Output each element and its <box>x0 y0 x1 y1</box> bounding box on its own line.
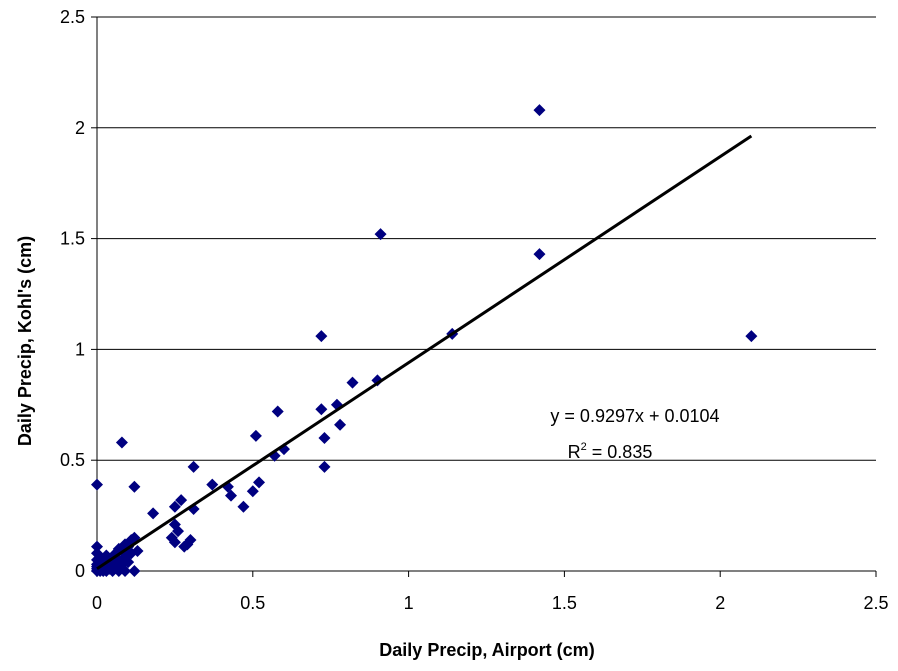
data-point-62 <box>253 476 265 488</box>
data-point-42 <box>128 481 140 493</box>
data-point-40 <box>128 565 140 577</box>
data-point-60 <box>247 485 259 497</box>
data-point-66 <box>315 403 327 415</box>
x-tick-label-3: 1.5 <box>552 593 577 613</box>
gridlines <box>97 17 876 460</box>
r-squared-label: R2 = 0.835 <box>568 441 653 462</box>
y-tick-label-2: 1 <box>75 339 85 359</box>
y-tick-label-1: 0.5 <box>60 450 85 470</box>
data-point-44 <box>147 507 159 519</box>
data-point-6 <box>91 541 103 553</box>
data-point-32 <box>116 436 128 448</box>
data-point-61 <box>250 430 262 442</box>
axes <box>91 17 876 577</box>
x-tick-label-4: 2 <box>715 593 725 613</box>
y-tick-label-0: 0 <box>75 561 85 581</box>
trendline-equation: y = 0.9297x + 0.0104 <box>550 406 719 426</box>
x-tick-label-1: 0.5 <box>240 593 265 613</box>
data-point-71 <box>334 419 346 431</box>
data-point-64 <box>272 405 284 417</box>
trendline-group <box>97 136 751 569</box>
y-tick-label-5: 2.5 <box>60 7 85 27</box>
r-squared-symbol: R <box>568 442 581 462</box>
y-tick-label-3: 1.5 <box>60 229 85 249</box>
x-tick-label-0: 0 <box>92 593 102 613</box>
data-point-76 <box>533 248 545 260</box>
tick-labels: 0 0.5 1 1.5 2 2.5 0 0.5 1 1.5 2 2.5 <box>60 7 889 613</box>
r-squared-value: = 0.835 <box>587 442 653 462</box>
data-point-59 <box>237 501 249 513</box>
data-point-7 <box>91 479 103 491</box>
y-tick-label-4: 2 <box>75 118 85 138</box>
x-tick-label-5: 2.5 <box>863 593 888 613</box>
x-axis-title: Daily Precip, Airport (cm) <box>379 640 594 660</box>
data-point-77 <box>533 104 545 116</box>
data-point-78 <box>745 330 757 342</box>
data-point-69 <box>318 432 330 444</box>
trendline <box>97 136 751 569</box>
y-axis-title: Daily Precip, Kohl's (cm) <box>15 236 35 446</box>
data-point-68 <box>318 461 330 473</box>
data-point-55 <box>188 461 200 473</box>
data-point-72 <box>347 377 359 389</box>
data-point-67 <box>315 330 327 342</box>
x-tick-label-2: 1 <box>404 593 414 613</box>
